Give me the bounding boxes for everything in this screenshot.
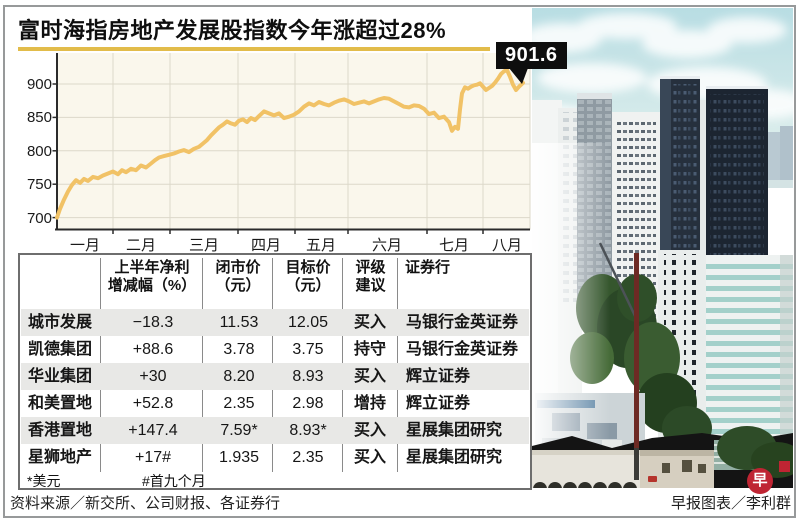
skyline-photo [532, 8, 793, 488]
zaobao-logo: 早 [747, 468, 773, 494]
page-frame [3, 5, 796, 518]
header-close: 闭市价 （元） [215, 259, 261, 294]
x-label-jun: 六月 [371, 237, 402, 254]
source-line: 资料来源／新交所、公司财报、各证券行 [10, 495, 281, 512]
x-label-may: 五月 [305, 237, 336, 254]
table-row: 星狮地产 +17# 1.935 2.35 买入 星展集团研究 [28, 449, 503, 466]
credit-line: 早报图表／李利群 [670, 495, 791, 512]
y-tick-900: 900 [26, 76, 52, 93]
x-label-mar: 三月 [188, 237, 219, 254]
y-tick-850: 850 [26, 109, 52, 126]
zaobao-logo-seal [779, 461, 790, 472]
stock-table: 上半年净利 增减幅（%） 闭市价 （元） 目标价 （元） 评级 建议 证券行 城市发展 … [18, 253, 532, 490]
y-tick-750: 750 [26, 176, 52, 193]
table-row: 和美置地 +52.8 2.35 2.98 增持 辉立证券 [28, 395, 471, 412]
page-title: 富时海指房地产发展股指数今年涨超过28% [18, 18, 447, 43]
table-row: 香港置地 +147.4 7.59* 8.93* 买入 星展集团研究 [21, 417, 529, 444]
footnote-usd: *美元 [27, 473, 61, 489]
header-target: 目标价 （元） [285, 259, 331, 294]
red-car [648, 476, 657, 482]
table-row: 城市发展 −18.3 11.53 12.05 买入 马银行金英证券 [21, 309, 529, 336]
footnote-months: #首九个月 [142, 473, 206, 489]
header-change: 上半年净利 增减幅（%） [107, 259, 197, 294]
latest-value-callout: 901.6 [496, 42, 567, 69]
header-broker: 证券行 [405, 259, 451, 276]
table-row: 华业集团 +30 8.20 8.93 买入 辉立证券 [21, 363, 529, 390]
y-tick-800: 800 [26, 143, 52, 160]
crane [598, 242, 639, 480]
x-label-apr: 四月 [250, 237, 281, 254]
x-label-feb: 二月 [125, 237, 156, 254]
title-underline [18, 47, 490, 51]
x-label-jan: 一月 [69, 237, 100, 254]
table-row: 凯德集团 +88.6 3.78 3.75 持守 马银行金英证券 [28, 341, 519, 358]
y-tick-700: 700 [26, 210, 52, 227]
header-rating: 评级 建议 [355, 259, 386, 294]
x-label-jul: 七月 [438, 237, 469, 254]
x-label-aug: 八月 [491, 237, 522, 254]
